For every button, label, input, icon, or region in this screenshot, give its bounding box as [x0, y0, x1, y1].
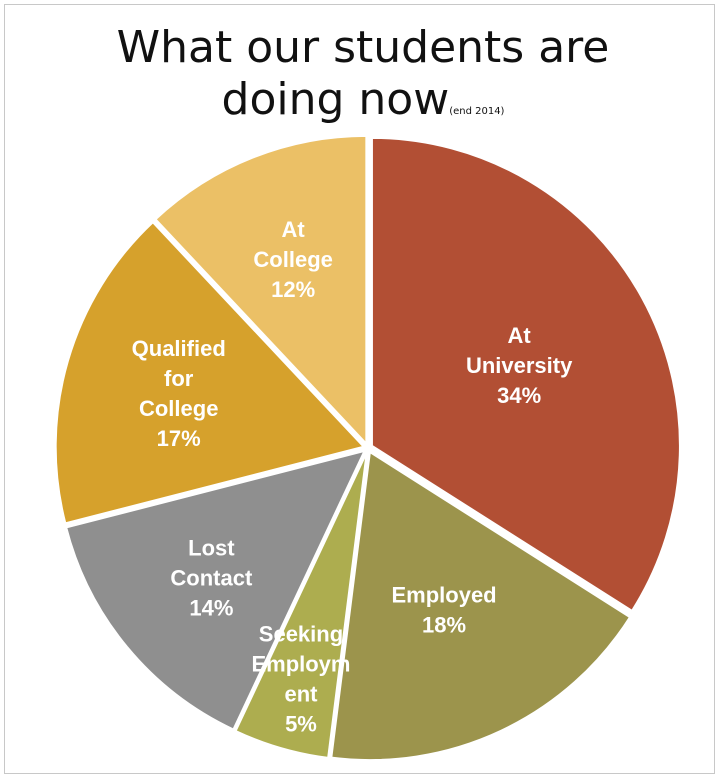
- pie-labels: At University 34% Employed 18% Seeking Employm…: [132, 217, 573, 737]
- slice-label-lost-contact: Lost Contact 14%: [170, 536, 253, 621]
- slice-label-line: 18%: [422, 613, 466, 638]
- title-line-2-text: doing now: [221, 74, 450, 125]
- slice-label-line: Lost: [188, 536, 235, 561]
- slice-label-line: 17%: [157, 426, 201, 451]
- slice-label-line: 34%: [497, 383, 541, 408]
- pie-slice-at-university: [370, 136, 681, 613]
- slice-label-line: University: [466, 353, 573, 378]
- title-subscript: (end 2014): [449, 106, 505, 117]
- slice-label-line: At: [508, 323, 532, 348]
- slice-label-line: 5%: [285, 712, 317, 737]
- slice-label-line: College: [139, 396, 218, 421]
- chart-title: What our students are doing now(end 2014…: [0, 22, 726, 126]
- slice-label-line: for: [164, 366, 194, 391]
- slice-label-line: 14%: [189, 596, 233, 621]
- slice-label-line: Employed: [391, 583, 496, 608]
- slice-label-line: At: [282, 217, 306, 242]
- title-line-2: doing now(end 2014): [0, 74, 726, 126]
- pie-slice-employed: [330, 450, 632, 762]
- slice-label-seeking-employment: Seeking Employm ent 5%: [251, 622, 350, 737]
- slice-label-line: 12%: [271, 277, 315, 302]
- slice-label-line: Qualified: [132, 336, 226, 361]
- pie-slice-seeking-employment: [234, 451, 368, 760]
- slice-label-at-university: At University 34%: [466, 323, 573, 408]
- slice-label-line: Seeking: [259, 622, 343, 647]
- slice-label-line: Employm: [251, 652, 350, 677]
- slice-label-line: ent: [284, 682, 318, 707]
- slice-label-employed: Employed 18%: [391, 583, 496, 638]
- pie-slices: [54, 134, 681, 762]
- slice-label-qualified-for-college: Qualified for College 17%: [132, 336, 226, 451]
- pie-slice-lost-contact: [64, 449, 367, 731]
- title-line-1: What our students are: [116, 22, 610, 73]
- slice-label-at-college: At College 12%: [253, 217, 332, 302]
- slice-label-line: Contact: [170, 566, 253, 591]
- pie-slice-at-college: [154, 134, 368, 447]
- slice-label-line: College: [253, 247, 332, 272]
- pie-slice-qualified-for-college: [54, 220, 366, 525]
